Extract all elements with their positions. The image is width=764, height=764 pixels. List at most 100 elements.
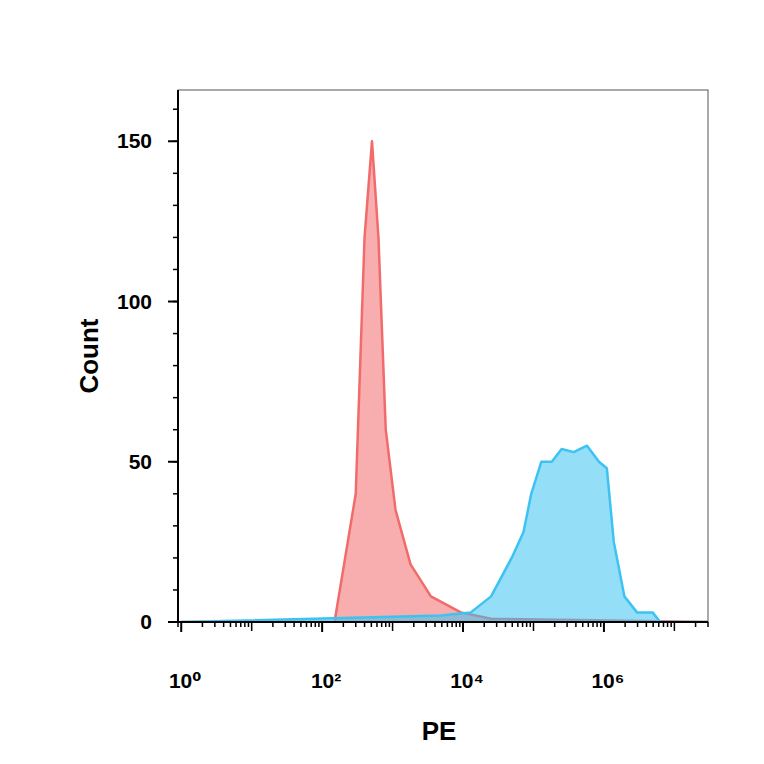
x-minor-tick [315, 622, 317, 627]
y-minor-tick [173, 621, 178, 623]
x-minor-tick [455, 622, 457, 627]
x-minor-tick [371, 622, 373, 627]
y-tick-label: 0 [140, 610, 152, 633]
x-minor-tick [376, 622, 378, 627]
y-axis-line [177, 90, 179, 622]
x-tick [180, 622, 182, 632]
x-minor-tick [230, 622, 232, 627]
x-minor-tick [533, 622, 535, 631]
x-tick [321, 622, 323, 632]
x-minor-tick [588, 622, 590, 627]
y-minor-tick [173, 493, 178, 495]
x-minor-tick [385, 622, 387, 627]
x-minor-tick [425, 622, 427, 627]
x-minor-tick [392, 622, 394, 631]
x-minor-tick [251, 622, 253, 631]
y-minor-tick [173, 429, 178, 431]
y-tick [168, 621, 178, 623]
x-minor-tick [441, 622, 443, 627]
x-minor-tick [240, 622, 242, 627]
histogram-area [181, 446, 708, 622]
x-minor-tick [343, 622, 345, 627]
y-minor-tick [173, 237, 178, 239]
x-minor-tick [214, 622, 216, 627]
x-minor-tick [674, 622, 676, 631]
y-minor-tick [173, 333, 178, 335]
x-minor-tick [624, 622, 626, 627]
y-minor-tick [173, 557, 178, 559]
y-tick [168, 301, 178, 303]
x-minor-tick [512, 622, 514, 627]
histogram-area [181, 141, 708, 622]
x-minor-tick [667, 622, 669, 627]
y-tick [168, 140, 178, 142]
y-minor-tick [173, 108, 178, 110]
x-minor-tick [447, 622, 449, 627]
x-minor-tick [413, 622, 415, 627]
x-minor-tick [293, 622, 295, 627]
x-minor-tick [364, 622, 366, 627]
y-tick [168, 461, 178, 463]
y-minor-tick [173, 365, 178, 367]
x-axis-line [178, 621, 708, 623]
x-minor-tick [318, 622, 320, 627]
y-minor-tick [173, 461, 178, 463]
x-minor-tick [381, 622, 383, 627]
x-minor-tick [517, 622, 519, 627]
x-minor-tick [244, 622, 246, 627]
y-minor-tick [173, 141, 178, 143]
y-minor-tick [173, 525, 178, 527]
x-axis-title: PE [422, 716, 457, 746]
x-minor-tick [522, 622, 524, 627]
x-minor-tick [695, 622, 697, 627]
x-tick-label: 10² [311, 669, 341, 692]
y-minor-tick [173, 589, 178, 591]
x-minor-tick [459, 622, 461, 627]
x-tick [603, 622, 605, 632]
x-minor-tick [202, 622, 204, 627]
x-minor-tick [434, 622, 436, 627]
x-tick [462, 622, 464, 632]
x-minor-tick [355, 622, 357, 627]
y-minor-tick [173, 269, 178, 271]
x-tick-label: 10⁴ [450, 669, 484, 692]
x-minor-tick [300, 622, 302, 627]
x-minor-tick [223, 622, 225, 627]
x-minor-tick [530, 622, 532, 627]
x-minor-tick [670, 622, 672, 627]
y-minor-tick [173, 301, 178, 303]
x-minor-tick [596, 622, 598, 627]
x-minor-tick [526, 622, 528, 627]
x-tick-label: 10⁰ [169, 669, 202, 692]
y-minor-tick [173, 205, 178, 207]
x-minor-tick [248, 622, 250, 627]
x-minor-tick [483, 622, 485, 627]
x-minor-tick [566, 622, 568, 627]
y-axis-title: Count [74, 318, 104, 393]
y-minor-tick [173, 173, 178, 175]
y-tick-label: 50 [129, 450, 152, 473]
x-minor-tick [306, 622, 308, 627]
plot-frame [178, 90, 708, 622]
x-minor-tick [451, 622, 453, 627]
x-minor-tick [637, 622, 639, 627]
x-minor-tick [707, 622, 709, 627]
x-minor-tick [310, 622, 312, 627]
plot-area [181, 141, 708, 622]
chart: 10⁰10²10⁴10⁶050100150PECount [0, 0, 764, 764]
x-minor-tick [592, 622, 594, 627]
x-minor-tick [652, 622, 654, 627]
x-minor-tick [663, 622, 665, 627]
x-minor-tick [285, 622, 287, 627]
x-minor-tick [575, 622, 577, 627]
x-minor-tick [600, 622, 602, 627]
x-minor-tick [646, 622, 648, 627]
x-minor-tick [496, 622, 498, 627]
x-minor-tick [505, 622, 507, 627]
y-tick-label: 100 [117, 290, 152, 313]
x-minor-tick [658, 622, 660, 627]
x-minor-tick [554, 622, 556, 627]
x-minor-tick [272, 622, 274, 627]
y-minor-tick [173, 397, 178, 399]
x-minor-tick [582, 622, 584, 627]
